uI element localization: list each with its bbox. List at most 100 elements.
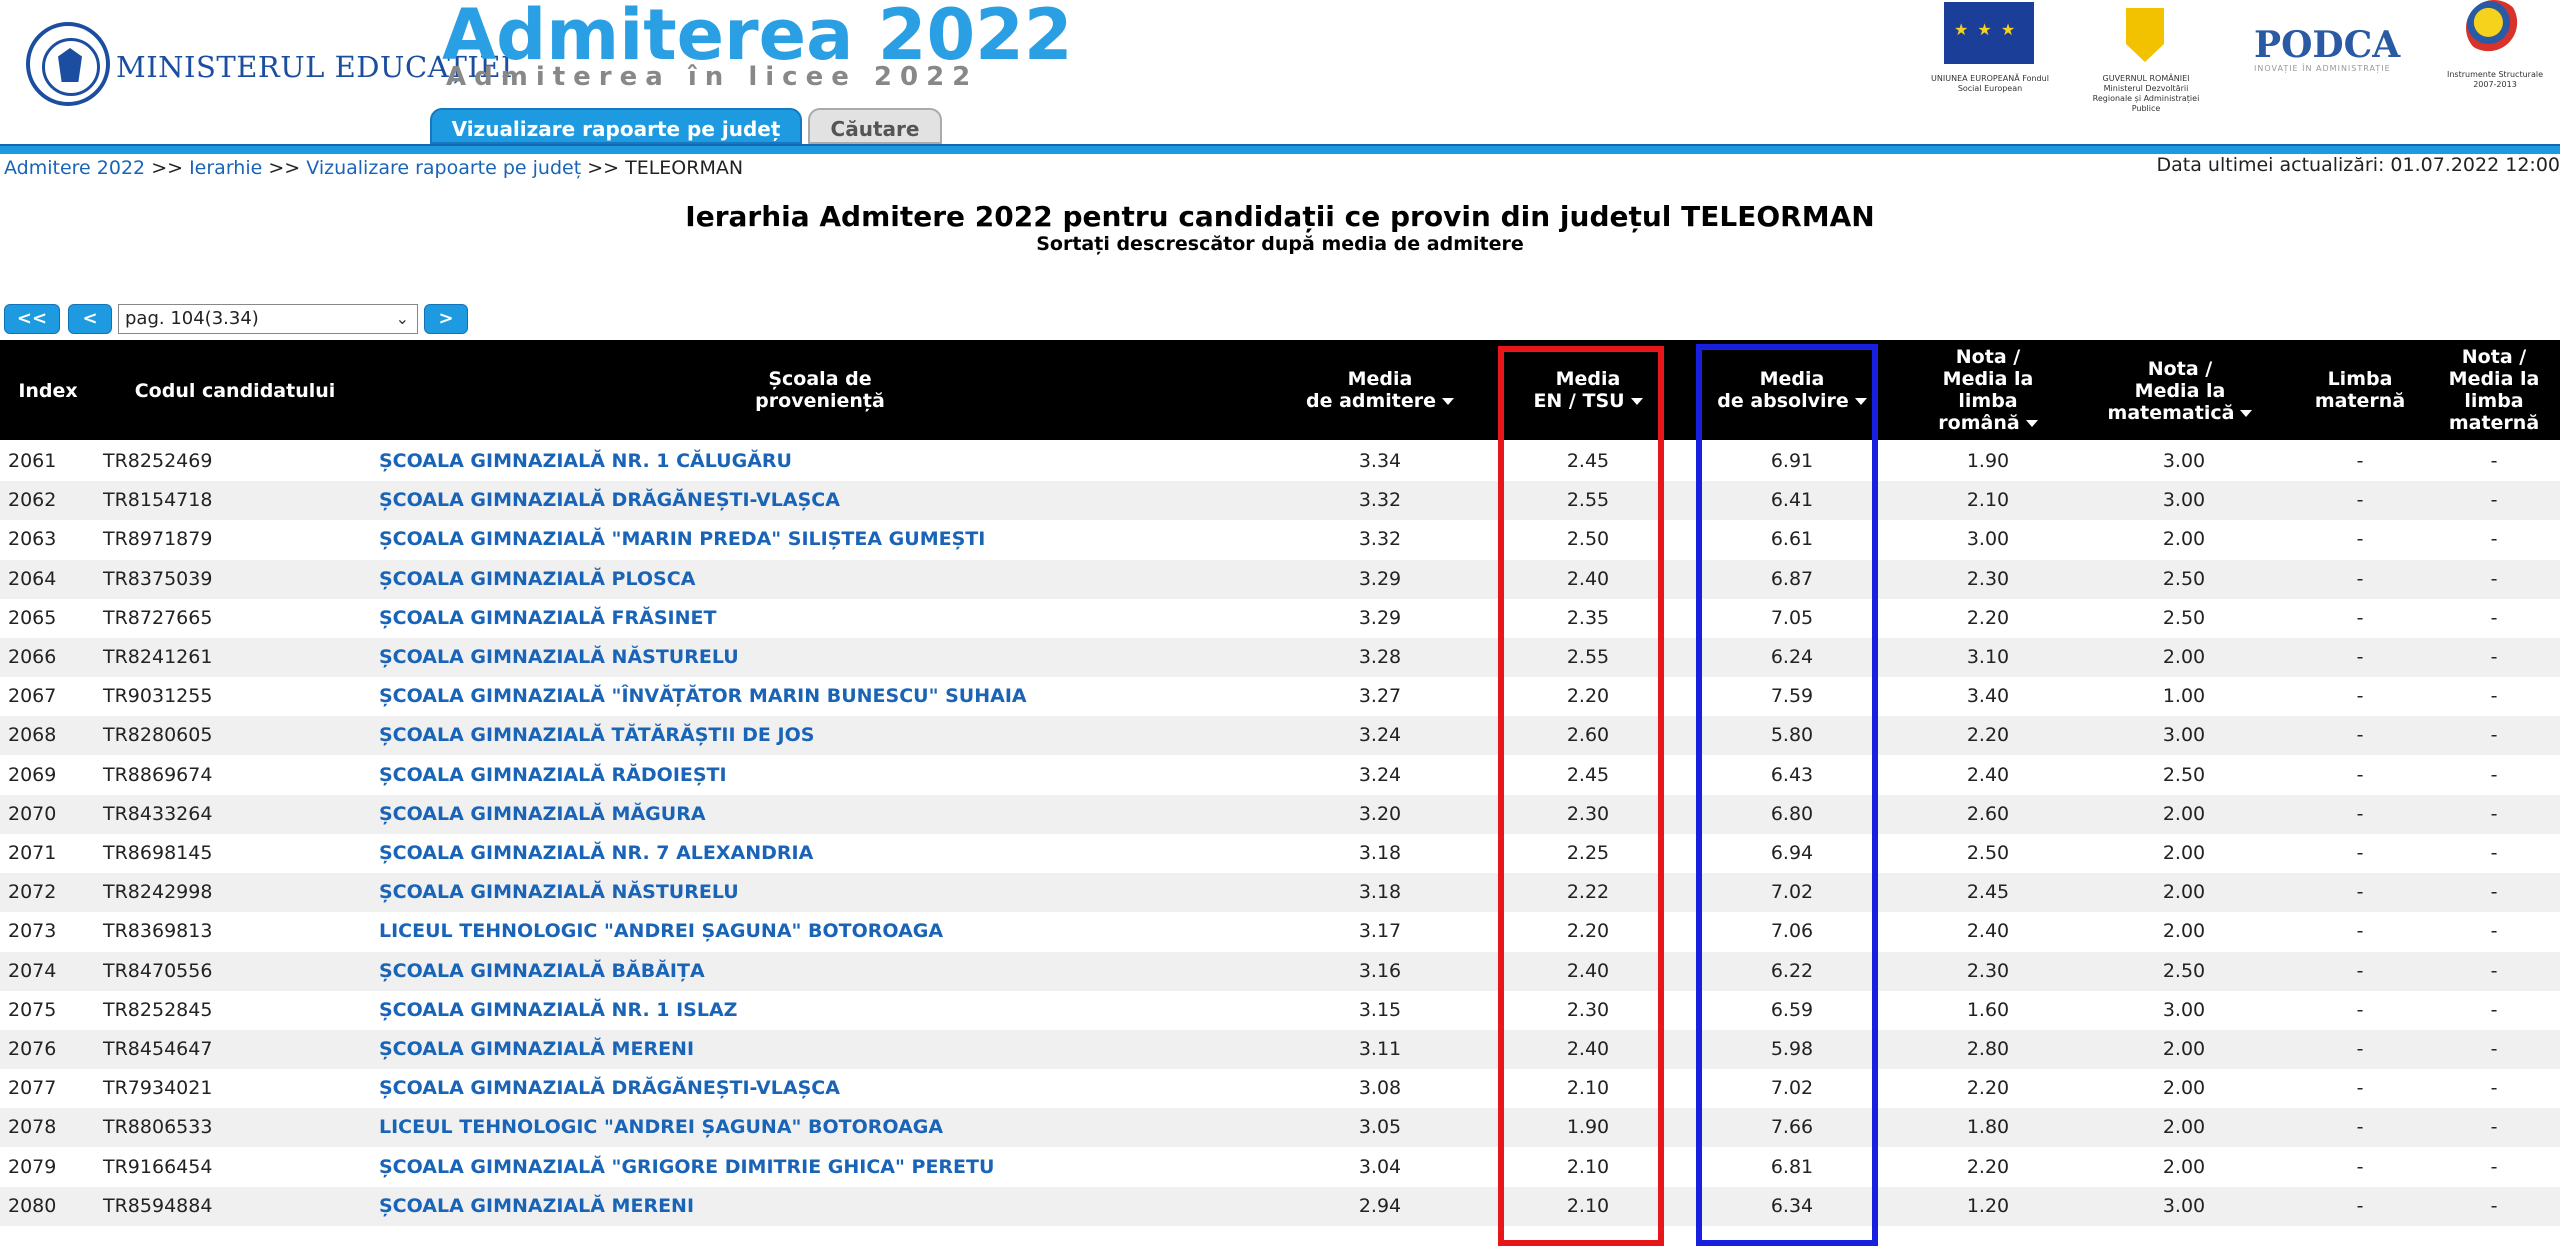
cell-school-link[interactable]: ȘCOALA GIMNAZIALĂ NĂSTURELU [379,881,739,904]
cell-school-link[interactable]: LICEUL TEHNOLOGIC "ANDREI ȘAGUNA" BOTORO… [379,1116,944,1139]
cell-media-absolvire: 7.02 [1770,881,1814,904]
cell-school-link[interactable]: ȘCOALA GIMNAZIALĂ TĂTĂRĂȘTII DE JOS [379,724,815,747]
cell-nota-matematica: 2.00 [2162,842,2206,864]
app-title[interactable]: Admiterea 2022 [442,0,1073,76]
cell-school-link[interactable]: ȘCOALA GIMNAZIALĂ "MARIN PREDA" SILIȘTEA… [379,528,986,551]
cell-school-link[interactable]: ȘCOALA GIMNAZIALĂ FRĂSINET [379,606,717,629]
cell-limba-materna: - [2356,959,2364,982]
government-seal-logo[interactable] [26,22,110,106]
cell-nota-romana: 2.20 [1966,1077,2010,1100]
column-header-nota-matematica[interactable]: Nota / Media la matematică [2090,358,2270,424]
cell-nota-matematica: 2.00 [2162,802,2206,825]
tab-vizualizare-rapoarte[interactable]: Vizualizare rapoarte pe județ [430,108,802,144]
breadcrumb-link-vizualizare[interactable]: Vizualizare rapoarte pe județ [306,157,582,179]
breadcrumb-current: TELEORMAN [625,157,744,179]
podca-logo: PODCA [2254,24,2401,66]
cell-school-link[interactable]: ȘCOALA GIMNAZIALĂ DRĂGĂNEȘTI-VLAȘCA [379,489,840,512]
cell-media-absolvire: 6.87 [1770,567,1814,590]
cell-nota-romana: 1.20 [1966,1194,2010,1217]
cell-school-link[interactable]: LICEUL TEHNOLOGIC "ANDREI ȘAGUNA" BOTORO… [379,920,944,943]
table-row: 2071 TR8698145 ȘCOALA GIMNAZIALĂ NR. 7 ALE… [0,834,2560,873]
breadcrumb: Admitere 2022 >> Ierarhie >> Vizualizare… [4,157,743,179]
column-header-media-absolvire[interactable]: Media de absolvire [1692,368,1892,412]
cell-candidate-code: TR9031255 [103,685,213,708]
cell-index: 2069 [8,763,57,786]
cell-media-absolvire: 7.59 [1770,685,1814,708]
cell-nota-romana: 3.00 [1966,528,2010,551]
breadcrumb-link-ierarhie[interactable]: Ierarhie [189,157,263,179]
sort-caret-icon [1854,398,1867,405]
cell-media-absolvire: 6.41 [1770,489,1814,512]
cell-school-link[interactable]: ȘCOALA GIMNAZIALĂ NR. 1 CĂLUGĂRU [379,450,792,472]
table-row: 2065 TR8727665 ȘCOALA GIMNAZIALĂ FRĂSINET 3… [0,599,2560,638]
cell-media-en-tsu: 2.40 [1566,959,1610,982]
cell-school-link[interactable]: ȘCOALA GIMNAZIALĂ NR. 1 ISLAZ [379,998,738,1021]
table-row: 2061 TR8252469 ȘCOALA GIMNAZIALĂ NR. 1 CĂL… [0,442,2560,481]
next-page-button[interactable]: > [424,304,468,334]
site-header: MINISTERUL EDUCAȚIEI Admiterea 2022 Admi… [0,0,2560,146]
cell-school-link[interactable]: ȘCOALA GIMNAZIALĂ NĂSTURELU [379,646,739,668]
cell-nota-matematica: 2.00 [2162,646,2206,668]
first-page-button[interactable]: << [4,304,60,334]
cell-nota-romana: 2.45 [1966,881,2010,904]
page-select[interactable]: pag. 104(3.34) ⌄ [118,304,418,334]
page-subtitle: Sortați descrescător după media de admit… [1036,233,1524,255]
cell-nota-matematica: 2.00 [2162,1038,2206,1060]
cell-candidate-code: TR8252845 [103,998,213,1021]
cell-school-link[interactable]: ȘCOALA GIMNAZIALĂ NR. 7 ALEXANDRIA [379,842,814,864]
cell-nota-materna: - [2490,606,2498,629]
cell-media-en-tsu: 2.10 [1566,1077,1610,1100]
cell-index: 2073 [8,920,57,943]
cell-limba-materna: - [2356,1155,2364,1178]
cell-school-link[interactable]: ȘCOALA GIMNAZIALĂ MERENI [379,1038,695,1060]
column-header-media-en-tsu[interactable]: Media EN / TSU [1488,368,1688,412]
cell-school-link[interactable]: ȘCOALA GIMNAZIALĂ RĂDOIEȘTI [379,763,727,786]
cell-nota-matematica: 2.50 [2162,606,2206,629]
cell-media-absolvire: 6.43 [1770,763,1814,786]
cell-school-link[interactable]: ȘCOALA GIMNAZIALĂ "ÎNVĂȚĂTOR MARIN BUNES… [379,685,1027,708]
cell-media-en-tsu: 2.30 [1566,998,1610,1021]
cell-school-link[interactable]: ȘCOALA GIMNAZIALĂ MERENI [379,1194,695,1217]
cell-nota-matematica: 2.00 [2162,920,2206,943]
cell-index: 2079 [8,1155,57,1178]
cell-media-absolvire: 7.06 [1770,920,1814,943]
cell-candidate-code: TR8727665 [103,606,213,629]
column-header-nota-romana[interactable]: Nota / Media la limba română [1908,346,2068,434]
cell-candidate-code: TR8280605 [103,724,213,747]
cell-index: 2070 [8,802,57,825]
page-select-value: pag. 104(3.34) [125,308,259,329]
cell-nota-romana: 2.20 [1966,1155,2010,1178]
cell-candidate-code: TR8806533 [103,1116,213,1139]
cell-school-link[interactable]: ȘCOALA GIMNAZIALĂ PLOSCA [379,567,696,590]
cell-media-absolvire: 6.34 [1770,1194,1814,1217]
cell-candidate-code: TR8252469 [103,450,213,472]
column-header-media-admitere[interactable]: Media de admitere [1280,368,1480,412]
table-row: 2072 TR8242998 ȘCOALA GIMNAZIALĂ NĂSTURELU… [0,873,2560,913]
tab-cautare[interactable]: Căutare [808,108,942,144]
cell-school-link[interactable]: ȘCOALA GIMNAZIALĂ MĂGURA [379,802,706,825]
cell-nota-materna: - [2490,1116,2498,1139]
cell-nota-matematica: 3.00 [2162,489,2206,512]
cell-media-admitere: 3.20 [1358,802,1402,825]
table-row: 2062 TR8154718 ȘCOALA GIMNAZIALĂ DRĂGĂNEȘT… [0,481,2560,521]
cell-nota-materna: - [2490,528,2498,551]
ministry-name[interactable]: MINISTERUL EDUCAȚIEI [116,50,513,84]
cell-index: 2074 [8,959,57,982]
cell-index: 2078 [8,1116,57,1139]
cell-school-link[interactable]: ȘCOALA GIMNAZIALĂ "GRIGORE DIMITRIE GHIC… [379,1155,995,1178]
cell-nota-materna: - [2490,842,2498,864]
cell-school-link[interactable]: ȘCOALA GIMNAZIALĂ BĂBĂIȚA [379,959,705,982]
breadcrumb-link-admitere[interactable]: Admitere 2022 [4,157,146,179]
cell-school-link[interactable]: ȘCOALA GIMNAZIALĂ DRĂGĂNEȘTI-VLAȘCA [379,1077,840,1100]
eu-flag-logo [1944,2,2034,64]
cell-index: 2062 [8,489,57,512]
cell-index: 2063 [8,528,57,551]
cell-media-absolvire: 7.66 [1770,1116,1814,1139]
cell-nota-matematica: 2.00 [2162,528,2206,551]
cell-media-absolvire: 6.61 [1770,528,1814,551]
cell-nota-romana: 2.40 [1966,763,2010,786]
previous-page-button[interactable]: < [68,304,112,334]
cell-media-en-tsu: 1.90 [1566,1116,1610,1139]
cell-nota-romana: 1.90 [1966,450,2010,472]
cell-limba-materna: - [2356,881,2364,904]
